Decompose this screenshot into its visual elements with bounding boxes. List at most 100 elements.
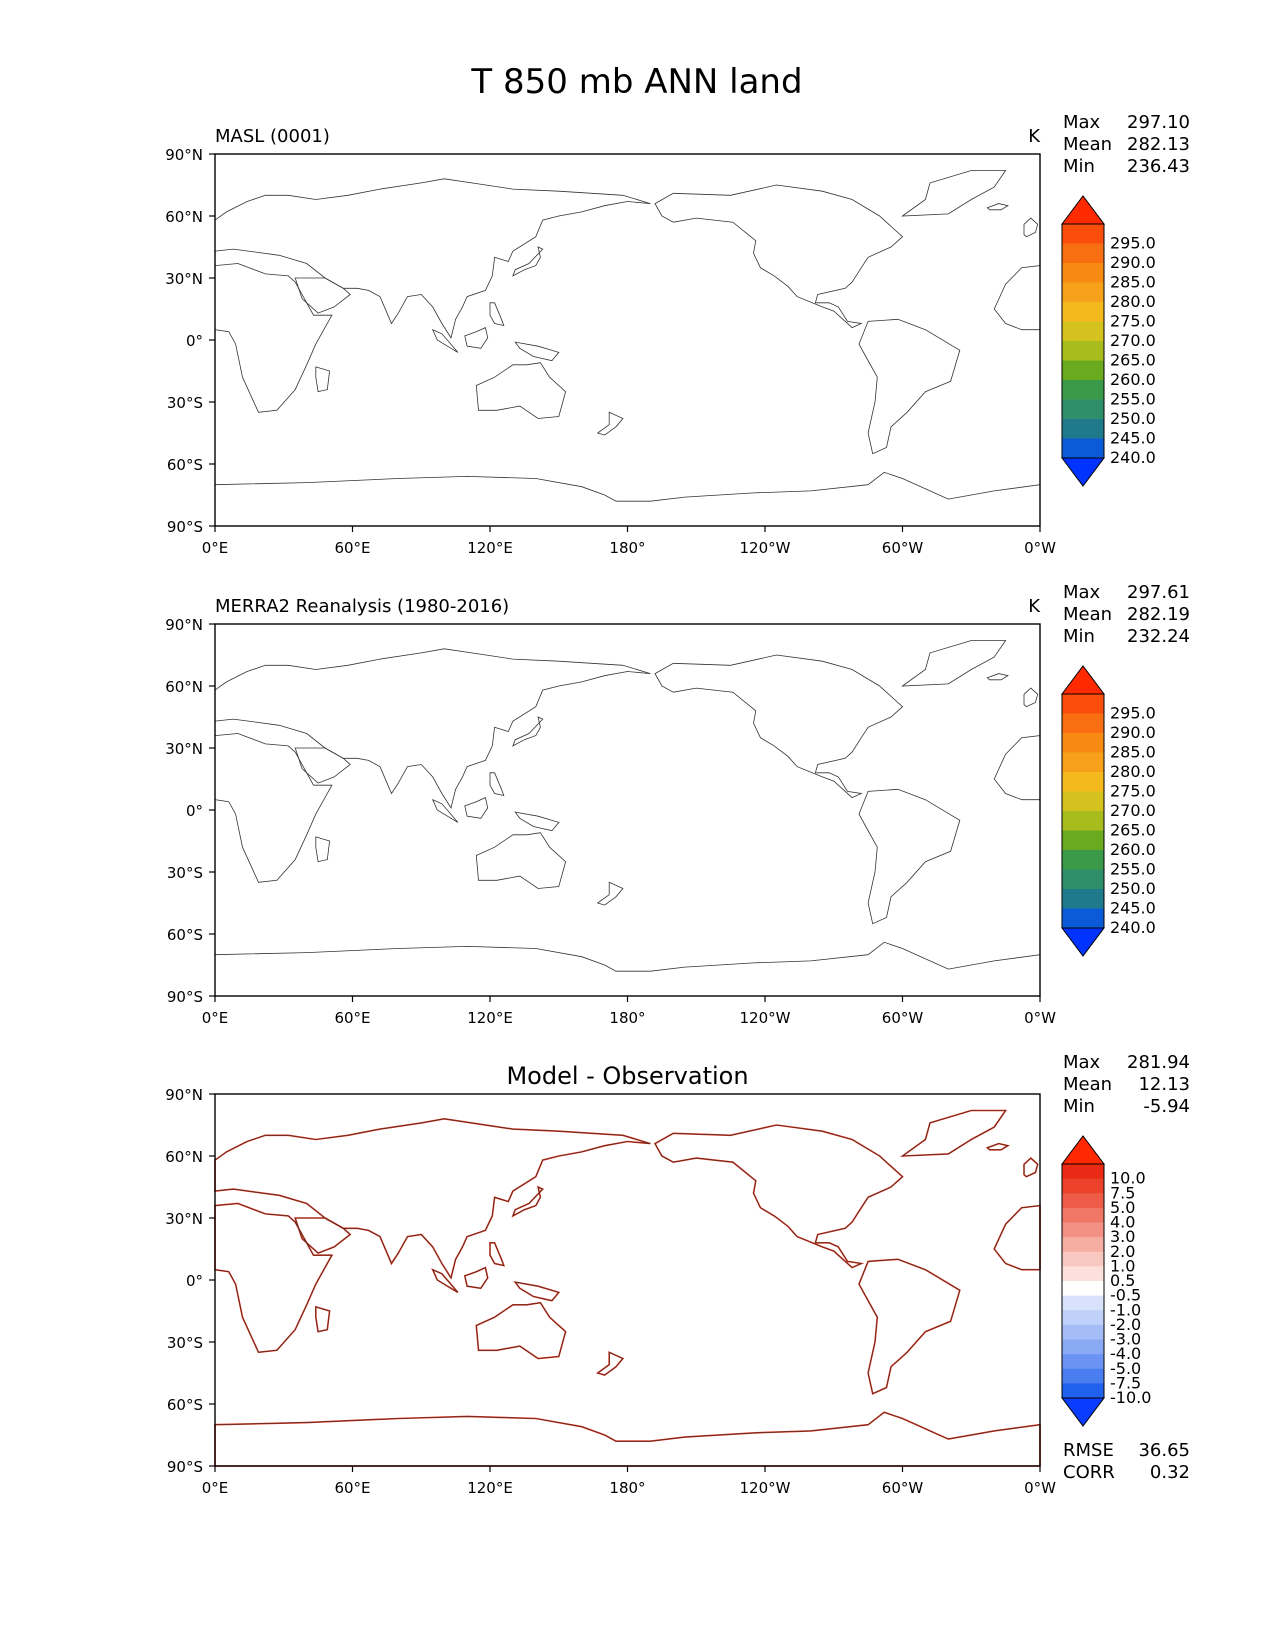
- colorbar-segment: [1062, 1339, 1104, 1355]
- colorbar-extend-high: [1061, 665, 1105, 695]
- colorbar-tick-label: 240.0: [1110, 448, 1156, 467]
- colorbar-tick-label: 250.0: [1110, 409, 1156, 428]
- colorbar-tick-label: 7.5: [1110, 1183, 1135, 1202]
- coastline-outline-japan: [512, 1186, 544, 1217]
- lon-tick-label: 60°E: [334, 539, 370, 557]
- coastline-philippines: [489, 772, 505, 797]
- coastline-samerica: [858, 788, 961, 925]
- panel-diff: 90°N 60°N 30°N 0° 30°S 60°S 90°S 0°E 60°E 120°E 18…: [165, 1052, 1190, 1497]
- colorbar-segment: [1062, 752, 1104, 773]
- coastline-uk: [1023, 217, 1039, 238]
- colorbar-segment: [1062, 1237, 1104, 1253]
- colorbar-segment: [1062, 1178, 1104, 1194]
- lon-tick-label: 120°W: [740, 539, 791, 557]
- map-background: [215, 1094, 1040, 1466]
- colorbar-tick-label: -7.5: [1110, 1373, 1141, 1392]
- colorbar-tick-label: 5.0: [1110, 1198, 1135, 1217]
- stat-label: Min: [1063, 626, 1095, 647]
- colorbar-extend-low: [1061, 927, 1105, 957]
- colorbar-segment: [1062, 1222, 1104, 1238]
- coastline-sumatra: [431, 328, 459, 353]
- coastline-outline-samerica: [858, 1258, 961, 1395]
- coastline-japan: [512, 246, 544, 277]
- coastline-outline-newzealand: [597, 1351, 624, 1376]
- coastline-outline-philippines: [489, 1242, 505, 1266]
- colorbar-tick-label: -1.0: [1110, 1300, 1141, 1319]
- coastline-outline-africa: [214, 1203, 333, 1353]
- colorbar-segment: [1062, 263, 1104, 283]
- colorbar-segment: [1062, 1193, 1104, 1209]
- colorbar-segment: [1062, 791, 1104, 812]
- colorbar-segment: [1062, 380, 1104, 400]
- colorbar-tick-label: -0.5: [1110, 1286, 1141, 1305]
- colorbar-extend-low: [1061, 457, 1105, 487]
- stat-value: 36.65: [1138, 1440, 1190, 1461]
- coastline-outline-sumatra: [432, 1269, 459, 1293]
- colorbar-segment: [1062, 1324, 1104, 1340]
- coastline-borneo: [464, 327, 489, 349]
- coastlines-thin: [214, 1110, 1041, 1467]
- colorbar-segment: [1062, 850, 1104, 870]
- coastline-greenland: [901, 170, 1007, 217]
- lon-tick-label: 120°E: [467, 1479, 513, 1497]
- colorbar-extend-high: [1061, 195, 1105, 225]
- lat-tick-label: 60°N: [165, 678, 203, 696]
- coastline-newzealand: [596, 881, 624, 906]
- colorbar-tick-label: 250.0: [1110, 879, 1156, 898]
- stat-label: Mean: [1063, 134, 1112, 155]
- stat-value: -5.94: [1143, 1096, 1190, 1117]
- stat-value: 12.13: [1138, 1074, 1190, 1095]
- colorbar: 10.07.55.04.03.02.01.00.5-0.5-1.0-2.0-3.…: [1061, 1135, 1151, 1427]
- colorbar-tick-label: 280.0: [1110, 292, 1156, 311]
- colorbar-segment: [1062, 1295, 1104, 1311]
- colorbar-outline: [1061, 693, 1105, 929]
- coastline-antarctica: [214, 941, 1041, 997]
- colorbar-segment: [1062, 1251, 1104, 1267]
- colorbar-tick-label: 1.0: [1110, 1256, 1135, 1275]
- colorbar-segment: [1062, 1354, 1104, 1370]
- lat-tick-label: 30°S: [167, 394, 203, 412]
- coastline-arabia: [294, 747, 351, 784]
- coastline-borneo: [464, 797, 489, 819]
- colorbar-tick-label: 275.0: [1110, 312, 1156, 331]
- lon-tick-label: 180°: [609, 1009, 645, 1027]
- coastlines: [214, 640, 1041, 997]
- coastline-iceland: [986, 673, 1009, 681]
- coastline-arabia: [294, 277, 351, 314]
- colorbar-tick-label: -4.0: [1110, 1344, 1141, 1363]
- colorbar: 295.0290.0285.0280.0275.0270.0265.0260.0…: [1061, 195, 1156, 487]
- coastline-iceland: [986, 203, 1009, 211]
- coastline-africa: [214, 733, 333, 883]
- lat-tick-label: 90°S: [167, 988, 203, 1006]
- colorbar: 295.0290.0285.0280.0275.0270.0265.0260.0…: [1061, 665, 1156, 957]
- colorbar-extend-high: [1061, 1135, 1105, 1165]
- coastline-namerica: [654, 184, 904, 329]
- colorbar-tick-label: 295.0: [1110, 704, 1156, 723]
- colorbar-tick-label: 275.0: [1110, 782, 1156, 801]
- colorbar-segment: [1062, 869, 1104, 890]
- colorbar-segment: [1062, 282, 1104, 303]
- lon-tick-label: 120°W: [740, 1009, 791, 1027]
- colorbar-tick-label: 265.0: [1110, 821, 1156, 840]
- lon-tick-label: 0°E: [202, 1009, 229, 1027]
- lat-tick-label: 90°N: [165, 616, 203, 634]
- colorbar-tick-label: 270.0: [1110, 331, 1156, 350]
- coastline-outline-arabia: [294, 1217, 351, 1254]
- stat-value: 236.43: [1127, 156, 1190, 177]
- lon-tick-label: 60°W: [882, 539, 924, 557]
- colorbar-tick-label: 260.0: [1110, 840, 1156, 859]
- stat-value: 0.32: [1150, 1462, 1190, 1483]
- stat-label: Min: [1063, 156, 1095, 177]
- lon-tick-label: 180°: [609, 539, 645, 557]
- coastline-sumatra: [431, 798, 459, 823]
- lat-tick-label: 0°: [186, 802, 203, 820]
- stat-value: 281.94: [1127, 1052, 1190, 1073]
- coastline-greenland: [901, 640, 1007, 687]
- lon-tick-label: 120°W: [740, 1479, 791, 1497]
- coastlines: [214, 170, 1041, 527]
- coastline-eurasia: [214, 178, 651, 339]
- colorbar-tick-label: 0.5: [1110, 1271, 1135, 1290]
- coastline-outline-antarctica: [214, 1411, 1041, 1467]
- stat-label: Min: [1063, 1096, 1095, 1117]
- colorbar-segment: [1062, 1383, 1104, 1399]
